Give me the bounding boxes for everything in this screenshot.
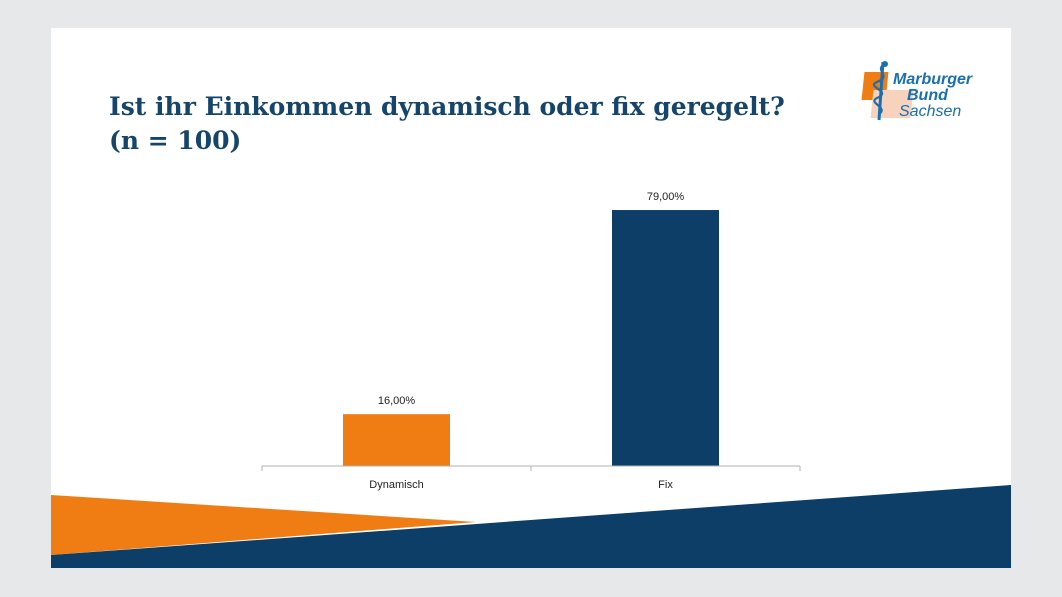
footer-navy-wedge: [51, 485, 1011, 568]
footer-decoration: [51, 485, 1011, 568]
slide-title: Ist ihr Einkommen dynamisch oder fix ger…: [109, 90, 785, 158]
rod-of-asclepius-icon: [873, 61, 888, 121]
data-label-fix: 79,00%: [647, 191, 685, 203]
logo-text-sachsen: Sachsen: [899, 103, 962, 120]
data-label-dynamisch: 16,00%: [378, 395, 416, 407]
footer-orange-wedge: [51, 495, 476, 555]
slide-title-line-2: (n = 100): [109, 126, 242, 155]
bar-chart: 16,00% Dynamisch 79,00% Fix: [261, 191, 801, 491]
category-label-fix: Fix: [658, 479, 673, 491]
slide: Ist ihr Einkommen dynamisch oder fix ger…: [51, 28, 1011, 568]
bar-dynamisch: [343, 414, 450, 466]
marburger-bund-logo: Marburger Bund Sachsen: [861, 58, 993, 128]
logo-wordmark: Marburger Bund Sachsen: [893, 72, 972, 120]
slide-title-line-1: Ist ihr Einkommen dynamisch oder fix ger…: [109, 92, 785, 121]
logo-text-bund: Bund: [907, 87, 948, 104]
logo-text-marburger: Marburger: [893, 71, 973, 88]
category-label-dynamisch: Dynamisch: [369, 479, 423, 491]
bar-fix: [612, 210, 719, 466]
